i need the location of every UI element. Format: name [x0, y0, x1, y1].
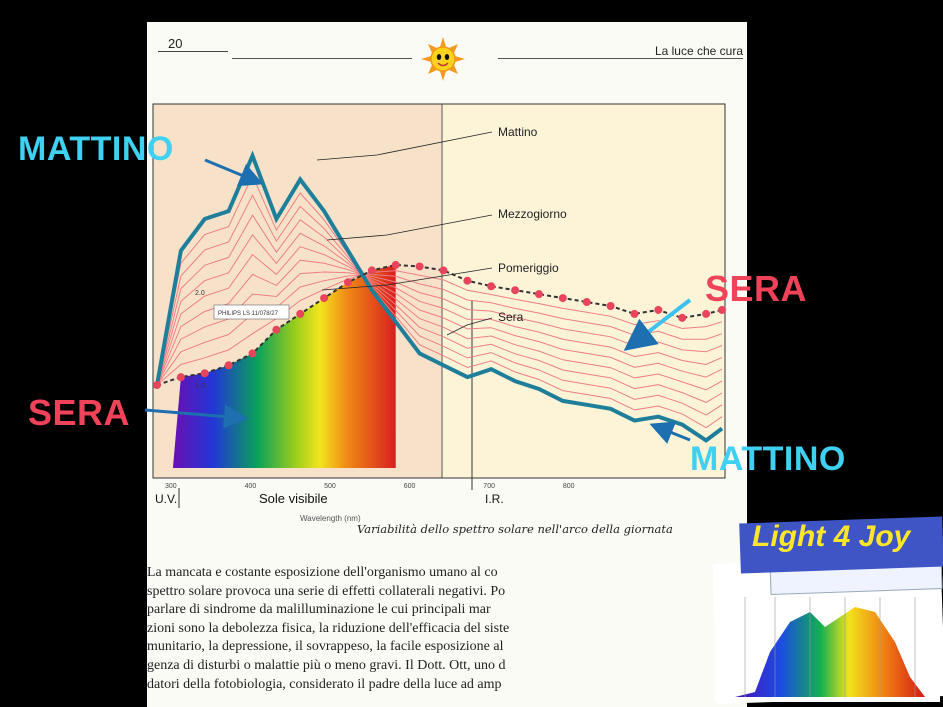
ir-panel [442, 104, 725, 478]
x-tick-label: 700 [483, 483, 495, 490]
series-mattino-line [155, 150, 724, 443]
sera-point [582, 298, 591, 307]
sera-point [153, 381, 161, 390]
sera-point [511, 286, 520, 295]
curve-label-pomeriggio: Pomeriggio [498, 261, 559, 275]
day-curve [156, 214, 723, 403]
arrow-mattino-right [649, 421, 691, 444]
sera-point [272, 325, 281, 334]
x-ticks: 300 400 500 600 700 800 [165, 483, 575, 490]
arrow-mattino-left [204, 158, 264, 187]
arrow-sera-left [144, 404, 248, 429]
body-line: parlare di sindrome da malilluminazione … [147, 602, 491, 618]
curve-label-sera: Sera [498, 310, 524, 324]
sera-point [248, 349, 257, 358]
sera-point [415, 262, 424, 271]
sera-point [200, 369, 209, 378]
chapter-title: La luce che cura [654, 44, 743, 58]
sera-point [558, 294, 567, 303]
sera-point [296, 309, 305, 318]
page-number: 20 [158, 36, 228, 52]
y-tick-label: 2.0 [195, 290, 205, 297]
x-tick-label: 600 [404, 483, 416, 490]
visible-label: Sole visibile [259, 491, 328, 506]
sera-point [320, 294, 329, 303]
sera-point [534, 290, 543, 299]
x-tick-label: 500 [324, 483, 336, 490]
sera-point [606, 302, 615, 310]
sera-point [343, 278, 352, 287]
sera-point [678, 313, 687, 322]
sera-point [367, 266, 376, 275]
sera-point [718, 305, 726, 314]
sera-point [391, 260, 400, 269]
x-tick-label: 800 [563, 483, 575, 490]
day-curve [156, 232, 723, 391]
figure-caption: Variabilità dello spettro solare nell'ar… [357, 522, 673, 536]
day-curve [156, 259, 723, 386]
uv-label: U.V. [155, 492, 177, 506]
callout-lines [316, 131, 493, 336]
body-line: La mancata e costante esposizione dell'o… [147, 565, 498, 580]
body-line: genza di disturbi o malattie più o meno … [147, 657, 506, 673]
y-tick-label: 1.0 [195, 383, 205, 390]
annotation-mattino-left: MATTINO [18, 130, 174, 168]
sera-point [224, 361, 233, 370]
sera-point [439, 266, 448, 275]
sera-point [702, 309, 711, 318]
day-curve [156, 194, 723, 416]
body-line: zioni sono la debolezza fisica, la riduz… [147, 620, 510, 636]
lamp-inset-label: PHILIPS LS 11/078/27 [218, 311, 279, 317]
body-text: La mancata e costante esposizione dell'o… [147, 564, 687, 694]
body-line: spettro solare provoca una serie di effe… [147, 583, 506, 599]
annotation-sera-left: SERA [28, 392, 131, 433]
series-sera-points [153, 260, 726, 390]
body-line: datori della fotobiologia, considerato i… [147, 676, 502, 692]
annotation-mattino-right: MATTINO [690, 440, 846, 478]
x-tick-label: 400 [245, 483, 257, 490]
ad-brand: Light 4 Joy [752, 520, 911, 553]
header-rule-left [232, 58, 412, 59]
x-tick-label: 300 [165, 483, 177, 490]
sera-point [176, 373, 185, 382]
day-curve [156, 246, 723, 386]
arrow-sera-right [623, 298, 692, 351]
sera-point [463, 276, 472, 285]
sera-point [630, 309, 639, 318]
wavelength-caption: Wavelength (nm) [300, 514, 361, 523]
sun-icon [421, 37, 465, 81]
solar-spectrum-chart: 300 400 500 600 700 800 2.0 1.0 PHILIPS LS 11… [152, 103, 726, 508]
lamp-inset-box [213, 304, 290, 320]
header-rule-right [498, 58, 743, 59]
body-line: munitario, la depressione, il sovrappeso… [147, 639, 504, 655]
sera-point [654, 305, 663, 314]
sera-point [487, 282, 496, 291]
curve-label-mattino: Mattino [498, 125, 538, 139]
ad-spectrum-chart [715, 592, 940, 702]
curve-label-mezzogiorno: Mezzogiorno [498, 207, 567, 221]
annotation-sera-right: SERA [705, 268, 808, 309]
ir-label: I.R. [485, 492, 504, 506]
